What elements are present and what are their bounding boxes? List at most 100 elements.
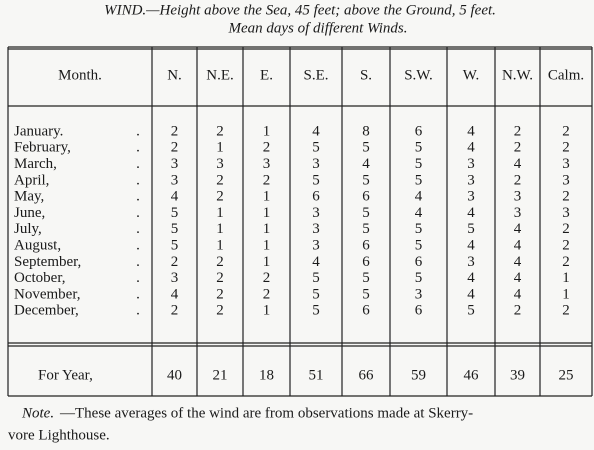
cell: 4 (467, 286, 475, 302)
cell: 5 (415, 221, 423, 237)
cell: 3 (312, 205, 320, 221)
column-header: N.E. (206, 67, 234, 83)
month-label: August, (14, 238, 61, 254)
cell: 2 (216, 189, 224, 205)
cell: 5 (467, 221, 475, 237)
cell: 8 (362, 123, 370, 139)
cell: 5 (415, 238, 423, 254)
column-header: S.E. (303, 67, 328, 83)
cell: 5 (415, 172, 423, 188)
cell: 5 (171, 238, 179, 254)
cell: 6 (415, 303, 423, 319)
cell: 2 (263, 172, 271, 188)
cell: 2 (171, 254, 179, 270)
cell: 5 (171, 205, 179, 221)
month-label: December, (14, 303, 79, 319)
cell: 3 (171, 172, 179, 188)
cell: 3 (514, 205, 522, 221)
cell: 3 (171, 270, 179, 286)
cell: 1 (263, 123, 271, 139)
cell: 4 (514, 156, 522, 172)
cell: 4 (514, 221, 522, 237)
leader-dots: . (136, 238, 140, 254)
cell: 5 (171, 221, 179, 237)
cell: 5 (415, 156, 423, 172)
cell: 1 (562, 270, 570, 286)
cell: 5 (362, 140, 370, 156)
cell: 2 (562, 123, 570, 139)
cell: 1 (216, 238, 224, 254)
cell: 5 (362, 221, 370, 237)
cell: 3 (263, 156, 271, 172)
total-cell: 46 (464, 367, 480, 383)
cell: 1 (263, 254, 271, 270)
cell: 3 (312, 238, 320, 254)
column-header: E. (260, 67, 273, 83)
column-header: S. (360, 67, 372, 83)
leader-dots: . (136, 156, 140, 172)
cell: 3 (415, 286, 423, 302)
subtitle: Mean days of different Winds. (227, 20, 407, 36)
cell: 3 (467, 156, 475, 172)
column-header: Month. (58, 67, 102, 83)
cell: 3 (562, 156, 570, 172)
cell: 2 (514, 303, 522, 319)
cell: 2 (216, 286, 224, 302)
cell: 2 (263, 286, 271, 302)
cell: 4 (415, 205, 423, 221)
cell: 4 (514, 238, 522, 254)
cell: 2 (216, 123, 224, 139)
month-label: March, (14, 156, 57, 172)
column-header: N.W. (502, 67, 533, 83)
cell: 2 (263, 270, 271, 286)
cell: 5 (312, 140, 320, 156)
cell: 1 (562, 286, 570, 302)
cell: 3 (312, 221, 320, 237)
total-cell: 18 (259, 367, 274, 383)
cell: 6 (312, 189, 320, 205)
cell: 3 (514, 189, 522, 205)
total-cell: 66 (359, 367, 375, 383)
cell: 4 (467, 238, 475, 254)
total-cell: 59 (411, 367, 426, 383)
cell: 4 (514, 286, 522, 302)
cell: 3 (312, 156, 320, 172)
month-label: November, (14, 286, 80, 302)
cell: 1 (216, 140, 224, 156)
cell: 4 (415, 189, 423, 205)
cell: 2 (216, 303, 224, 319)
column-header: Calm. (548, 67, 584, 83)
cell: 4 (171, 286, 179, 302)
leader-dots: . (136, 254, 140, 270)
cell: 6 (415, 123, 423, 139)
cell: 4 (312, 254, 320, 270)
cell: 2 (216, 172, 224, 188)
cell: 5 (362, 205, 370, 221)
leader-dots: . (136, 123, 140, 139)
total-cell: 51 (309, 367, 324, 383)
cell: 3 (467, 254, 475, 270)
cell: 2 (562, 238, 570, 254)
cell: 4 (514, 254, 522, 270)
month-label: June, (14, 205, 45, 221)
column-header: W. (463, 67, 480, 83)
total-label: For Year, (38, 367, 93, 383)
cell: 4 (467, 140, 475, 156)
column-header: N. (167, 67, 182, 83)
cell: 2 (562, 254, 570, 270)
total-cell: 21 (213, 367, 228, 383)
cell: 5 (362, 270, 370, 286)
cell: 6 (362, 303, 370, 319)
leader-dots: . (136, 172, 140, 188)
month-label: January. (14, 123, 63, 139)
cell: 3 (467, 189, 475, 205)
total-cell: 40 (167, 367, 182, 383)
cell: 3 (562, 205, 570, 221)
leader-dots: . (136, 189, 140, 205)
cell: 5 (467, 303, 475, 319)
cell: 2 (171, 140, 179, 156)
cell: 4 (362, 156, 370, 172)
cell: 2 (171, 303, 179, 319)
cell: 4 (467, 123, 475, 139)
